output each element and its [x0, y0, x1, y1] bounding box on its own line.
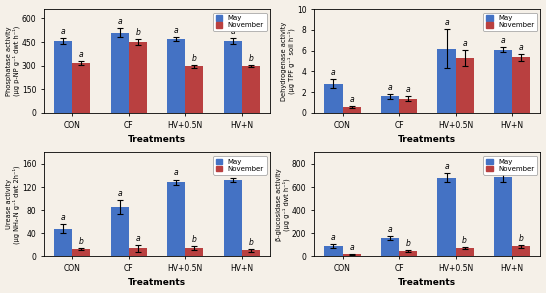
Text: a: a — [230, 167, 235, 176]
Text: a: a — [388, 225, 392, 234]
Text: b: b — [135, 28, 140, 37]
Text: b: b — [248, 54, 253, 63]
Text: a: a — [444, 162, 449, 171]
Bar — [111, 207, 129, 256]
Bar — [167, 183, 185, 256]
Bar — [224, 180, 242, 256]
Text: b: b — [462, 236, 467, 245]
Legend: May, November: May, November — [484, 13, 537, 31]
Bar — [224, 41, 242, 113]
Text: a: a — [349, 95, 354, 104]
Bar — [185, 67, 204, 113]
Text: a: a — [406, 85, 411, 94]
Bar — [342, 254, 360, 256]
Bar — [381, 238, 399, 256]
Text: a: a — [462, 39, 467, 48]
Text: a: a — [61, 213, 66, 222]
Text: a: a — [519, 42, 524, 52]
Legend: May, November: May, November — [484, 156, 537, 175]
Y-axis label: β-glucosidase activity
(μg g⁻¹ dwt h⁻¹): β-glucosidase activity (μg g⁻¹ dwt h⁻¹) — [276, 168, 290, 241]
Text: a: a — [501, 160, 506, 169]
Text: a: a — [79, 50, 84, 59]
X-axis label: Treatments: Treatments — [398, 135, 456, 144]
Text: a: a — [117, 189, 122, 198]
Text: a: a — [135, 234, 140, 243]
Bar — [381, 96, 399, 113]
Bar — [494, 50, 512, 113]
Text: a: a — [61, 27, 66, 36]
Text: b: b — [192, 54, 197, 62]
Text: a: a — [444, 18, 449, 27]
Bar — [494, 177, 512, 256]
Bar — [129, 248, 147, 256]
Bar — [342, 107, 360, 113]
Legend: May, November: May, November — [213, 156, 267, 175]
Bar — [167, 39, 185, 113]
Bar — [437, 178, 455, 256]
X-axis label: Treatments: Treatments — [128, 135, 186, 144]
Text: a: a — [388, 83, 392, 92]
Text: a: a — [331, 233, 336, 242]
Bar — [437, 49, 455, 113]
Bar — [242, 66, 260, 113]
Text: b: b — [248, 238, 253, 247]
Text: a: a — [174, 168, 179, 178]
Text: a: a — [117, 17, 122, 26]
Bar — [54, 41, 72, 113]
Bar — [512, 57, 530, 113]
Bar — [242, 251, 260, 256]
Text: b: b — [79, 237, 84, 246]
Bar — [324, 246, 342, 256]
Y-axis label: Dehydrogenase activity
(μg TPF g⁻¹ soil h⁻¹): Dehydrogenase activity (μg TPF g⁻¹ soil … — [281, 21, 295, 100]
Bar — [54, 229, 72, 256]
Bar — [185, 248, 204, 256]
Text: a: a — [230, 27, 235, 36]
Bar — [399, 99, 417, 113]
Y-axis label: Phosphatase activity
(μg p-NP g⁻¹ dwt h⁻¹): Phosphatase activity (μg p-NP g⁻¹ dwt h⁻… — [5, 26, 20, 96]
Text: b: b — [519, 234, 524, 243]
Bar — [455, 248, 473, 256]
Text: b: b — [192, 235, 197, 244]
Bar — [512, 246, 530, 256]
Bar — [111, 33, 129, 113]
Bar — [324, 84, 342, 113]
Bar — [129, 42, 147, 113]
Bar — [72, 249, 91, 256]
Y-axis label: Urease activity
(μg NH₄-N g⁻¹ dwt 2h⁻¹): Urease activity (μg NH₄-N g⁻¹ dwt 2h⁻¹) — [5, 165, 20, 244]
Bar — [455, 58, 473, 113]
X-axis label: Treatments: Treatments — [128, 278, 186, 287]
Text: b: b — [406, 239, 411, 248]
X-axis label: Treatments: Treatments — [398, 278, 456, 287]
Text: a: a — [331, 68, 336, 77]
Text: a: a — [174, 25, 179, 35]
Text: a: a — [349, 243, 354, 251]
Legend: May, November: May, November — [213, 13, 267, 31]
Bar — [72, 63, 91, 113]
Bar — [399, 251, 417, 256]
Text: a: a — [501, 36, 506, 45]
